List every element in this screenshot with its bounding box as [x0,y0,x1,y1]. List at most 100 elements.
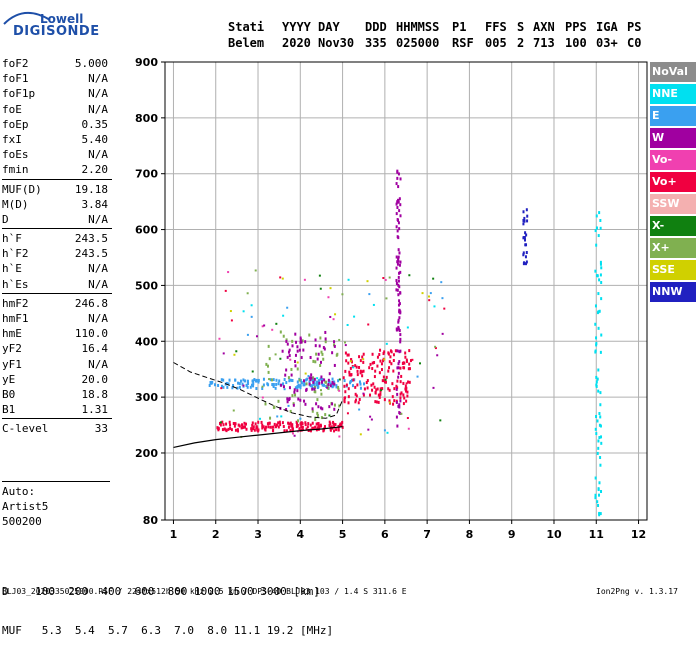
echo-point [280,415,283,418]
parameter-row: MUF(D) 19.18 [2,182,112,197]
echo-point [257,378,260,382]
echo-point [594,496,597,500]
echo-point [294,360,297,364]
echo-point [596,377,599,381]
echo-point [347,387,350,391]
echo-point [296,367,299,371]
parameter-name: yE [2,372,16,386]
echo-point [354,398,357,402]
echo-point [241,425,244,429]
echo-point [237,423,240,427]
echo-point [315,402,318,406]
echo-point [261,325,264,328]
echo-point [340,423,343,427]
parameter-value: N/A [88,148,108,162]
echo-point [271,429,274,433]
echo-point [397,275,400,279]
echo-point [333,340,336,344]
header-label-9: PPS [565,20,587,34]
echo-point [253,378,256,382]
echo-point [388,388,391,392]
echo-point [222,423,225,427]
echo-point [396,288,399,292]
echo-point [349,360,352,363]
echo-point [282,385,285,389]
echo-point [253,428,256,432]
echo-point [408,367,411,371]
echo-point [311,407,314,411]
echo-point [397,293,400,297]
parameter-name: foEs [2,148,29,162]
echo-point [309,378,312,382]
echo-point [345,359,348,363]
parameter-row: h`E N/A [2,261,112,276]
echo-point [324,340,327,344]
header-value-0: Belem [228,36,265,50]
echo-point [371,352,374,356]
echo-point [397,362,400,366]
header-value-5: RSF [452,36,474,50]
echo-point [595,375,598,379]
x-tick-label: 9 [508,528,516,541]
echo-point [346,412,349,415]
echo-point [383,358,386,361]
echo-point [299,378,302,382]
echo-point [385,375,388,379]
echo-point [405,382,408,385]
echo-point [357,401,360,405]
echo-point [250,315,253,318]
echo-point [311,384,314,388]
echo-point [243,425,246,429]
echo-point [225,381,228,385]
echo-point [348,370,351,374]
parameter-value: 110.0 [74,327,108,341]
echo-point [285,408,288,412]
echo-point [298,378,301,382]
echo-point [371,361,374,365]
echo-point [594,229,597,233]
echo-point [329,422,332,426]
x-tick-label: 11 [589,528,604,541]
echo-point [218,337,221,340]
parameter-row: C-level 33 [2,421,112,436]
header-value-6: 005 [485,36,507,50]
echo-point [595,226,598,230]
echo-point [316,411,319,415]
legend-item-vo-: Vo+ [650,172,696,192]
echo-point [600,441,603,445]
echo-point [342,376,345,380]
echo-point [269,378,272,382]
echo-point [327,383,330,387]
echo-point [401,361,404,365]
echo-point [322,429,325,433]
echo-point [312,380,315,384]
echo-point [300,340,303,344]
echo-point [303,383,306,387]
echo-point [286,306,289,309]
echo-point [397,255,400,259]
echo-point [368,293,371,296]
echo-point [272,384,275,388]
echo-point [319,363,322,367]
echo-point [275,322,278,325]
echo-point [366,386,369,390]
echo-point [293,390,296,394]
echo-point [224,428,227,432]
echo-point [344,351,347,355]
parameter-row: yF1 N/A [2,357,112,372]
echo-point [257,420,260,424]
echo-point [319,377,322,381]
echo-point [274,386,277,390]
echo-point [399,337,402,341]
echo-point [316,377,319,380]
echo-point [371,388,374,392]
echo-point [331,377,334,381]
echo-point [246,379,249,383]
parameter-row: h`F 243.5 [2,231,112,246]
echo-point [351,378,354,382]
echo-point [597,292,600,296]
echo-point [594,493,597,497]
echo-point [281,421,284,425]
echo-point [397,172,400,176]
x-tick-label: 12 [631,528,646,541]
